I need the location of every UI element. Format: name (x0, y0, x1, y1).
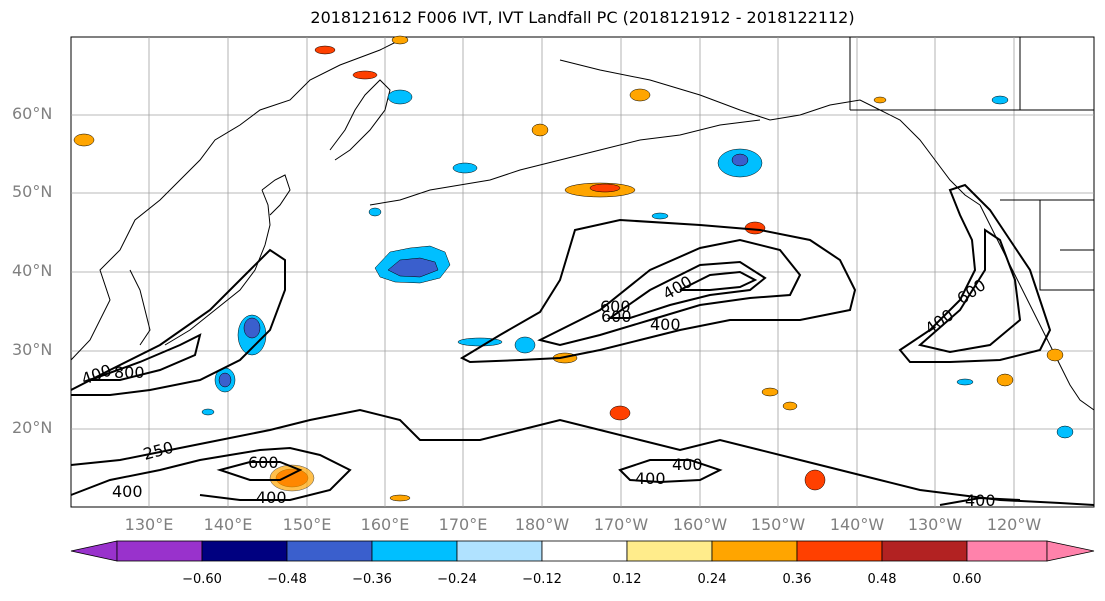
contour-label: 400 (672, 455, 703, 474)
contour-label: 400 (965, 491, 996, 510)
colorbar-tick-label: −0.12 (522, 572, 562, 587)
lon-label: 160°E (360, 515, 410, 534)
lon-label: 170°E (438, 515, 488, 534)
contour-label: 400 (112, 482, 143, 501)
ivt-contours (70, 183, 1095, 506)
colorbar-tick-label: 0.36 (782, 572, 812, 587)
lon-label: 160°W (672, 515, 728, 534)
lon-label: 130°E (124, 515, 174, 534)
lon-label: 140°W (829, 515, 885, 534)
contour-label: 800 (114, 363, 145, 382)
colorbar (70, 540, 1095, 562)
lon-label: 140°E (203, 515, 253, 534)
lon-label: 130°W (907, 515, 963, 534)
contour-label: 400 (256, 488, 287, 507)
colorbar-tick-label: −0.24 (437, 572, 477, 587)
negative-anomalies (201, 89, 1074, 439)
lat-label: 60°N (12, 104, 53, 123)
lat-label: 20°N (12, 418, 53, 437)
lon-label: 150°W (750, 515, 806, 534)
contour-label: 600 (601, 307, 632, 326)
lat-label: 40°N (12, 261, 53, 280)
contour-label: 400 (650, 315, 681, 334)
colorbar-tick-label: 0.24 (697, 572, 727, 587)
contour-label: 600 (248, 453, 279, 472)
contour-label: 400 (635, 469, 666, 488)
lon-label: 180°W (514, 515, 570, 534)
colorbar-tick-label: 0.12 (612, 572, 642, 587)
colorbar-tick-label: 0.48 (867, 572, 897, 587)
lon-label: 120°W (986, 515, 1042, 534)
positive-anomalies (73, 35, 1064, 502)
lon-label: 170°W (593, 515, 649, 534)
colorbar-tick-label: −0.60 (182, 572, 222, 587)
colorbar-tick-label: −0.48 (267, 572, 307, 587)
map-title: 2018121612 F006 IVT, IVT Landfall PC (20… (310, 8, 855, 27)
lat-label: 30°N (12, 340, 53, 359)
colorbar-tick-label: −0.36 (352, 572, 392, 587)
lat-label: 50°N (12, 182, 53, 201)
lon-label: 150°E (282, 515, 332, 534)
coastlines (70, 37, 1095, 411)
colorbar-tick-label: 0.60 (952, 572, 982, 587)
gridlines (71, 37, 1094, 507)
plot-area: 400 600 400 400 600 250 600 400 400 400 … (70, 35, 1095, 510)
contour-label: 600 (600, 297, 631, 316)
